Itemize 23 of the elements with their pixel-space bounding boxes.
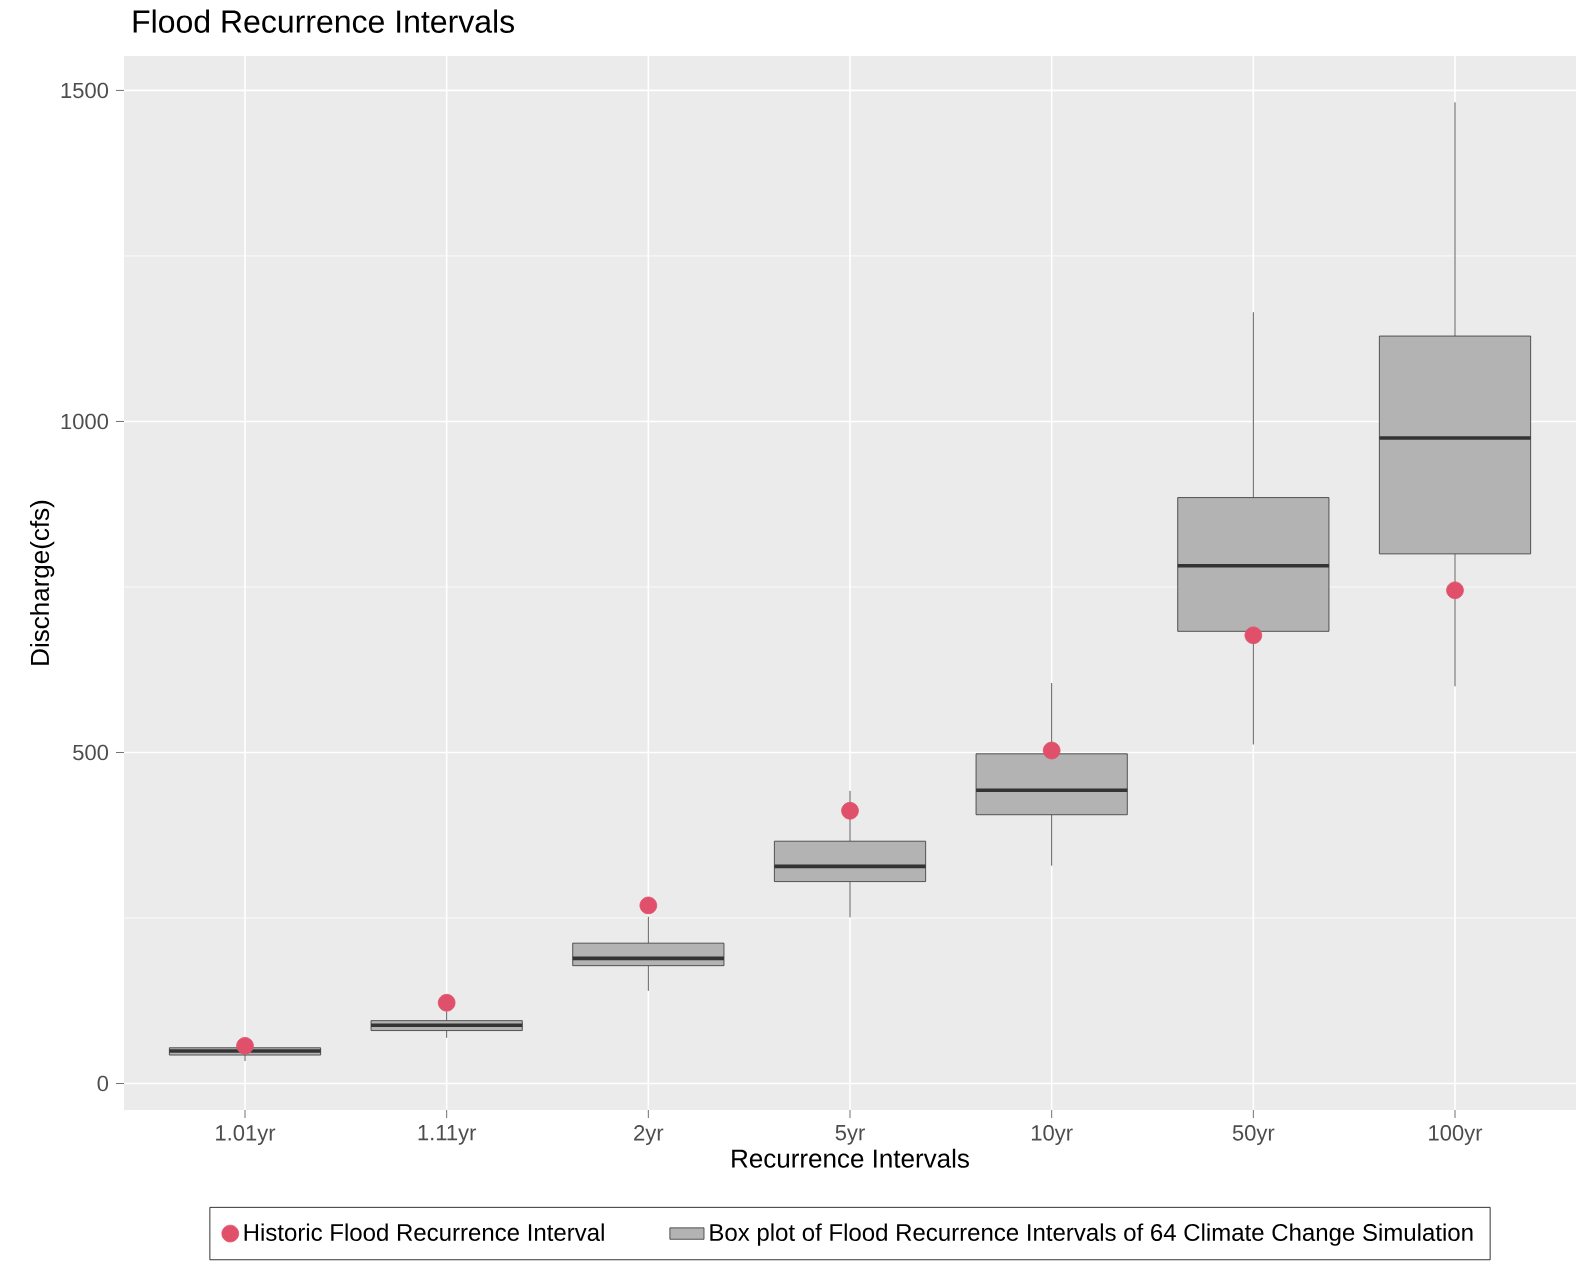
point bbox=[236, 1036, 254, 1055]
y-tick-label: 1000 bbox=[61, 413, 109, 430]
y-tick-label: 0 bbox=[97, 1075, 109, 1092]
y-tick-label: 1500 bbox=[61, 82, 109, 99]
x-axis-title: Recurrence Intervals bbox=[732, 1148, 969, 1168]
x-tick-label: 2yr bbox=[634, 1125, 664, 1145]
point bbox=[1446, 581, 1464, 600]
point bbox=[437, 993, 456, 1012]
point bbox=[1244, 626, 1263, 645]
y-axis-title: Discharge(cfs) bbox=[30, 500, 55, 665]
point bbox=[1042, 741, 1061, 760]
x-tick-label: 1.01yr bbox=[216, 1125, 276, 1145]
x-tick-label: 50yr bbox=[1232, 1125, 1275, 1145]
y-tick-label: 500 bbox=[73, 744, 109, 761]
legend-label: Historic Flood Recurrence Interval bbox=[244, 1223, 604, 1241]
x-tick-label: 5yr bbox=[835, 1125, 865, 1145]
x-tick-label: 10yr bbox=[1031, 1125, 1073, 1145]
x-tick-label: 1.11yr bbox=[418, 1125, 477, 1145]
chart-title: Flood Recurrence Intervals bbox=[133, 9, 514, 33]
x-tick-label: 100yr bbox=[1429, 1125, 1483, 1145]
point bbox=[639, 896, 658, 915]
legend-label: Box plot of Flood Recurrence Intervals of 64 Climate Change Simulation bbox=[710, 1223, 1473, 1246]
point bbox=[841, 801, 859, 820]
